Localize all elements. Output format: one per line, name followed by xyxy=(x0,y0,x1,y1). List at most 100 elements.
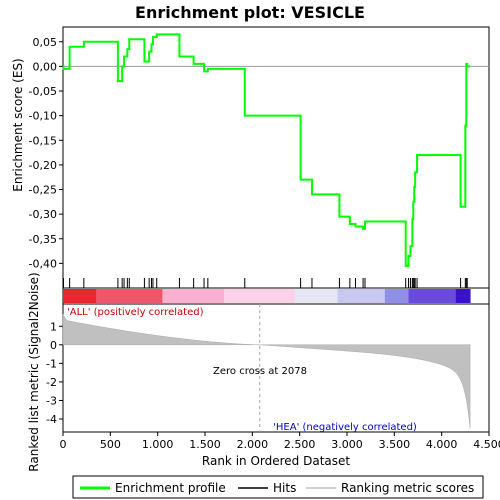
heat-strip-cell xyxy=(91,289,97,303)
heat-strip-cell xyxy=(370,289,376,303)
positive-label: 'ALL' (positively correlated) xyxy=(67,307,204,318)
heat-strip-cell xyxy=(408,289,414,303)
heat-strip-cell xyxy=(233,289,239,303)
negative-label: 'HEA' (negatively correlated) xyxy=(273,422,417,433)
legend-frame xyxy=(72,475,484,499)
heat-strip-cell xyxy=(403,289,410,303)
chart-title: Enrichment plot: VESICLE xyxy=(135,3,365,22)
x-tick-label: 1.500 xyxy=(189,438,221,451)
heat-strip-cell xyxy=(77,289,83,303)
heat-strip-cell xyxy=(266,289,272,303)
heat-strip-cell xyxy=(465,289,471,303)
heat-strip-cell xyxy=(361,289,367,303)
heat-strip-cell xyxy=(143,289,149,303)
heat-strip-cell xyxy=(195,289,201,303)
heat-strip-cell xyxy=(384,289,391,303)
heat-strip-cell xyxy=(418,289,424,303)
x-tick-label: 4.500 xyxy=(473,438,500,451)
x-tick-label: 1.000 xyxy=(142,438,174,451)
es-y-tick-label: 0,05 xyxy=(33,36,58,49)
enrichment-profile-line xyxy=(62,33,471,267)
metric-panel-frame xyxy=(62,303,490,433)
heat-strip-cell xyxy=(337,289,343,303)
heat-strip-cell xyxy=(252,289,258,303)
x-tick-label: 500 xyxy=(100,438,121,451)
heat-strip-cell xyxy=(436,289,443,303)
heat-strip-cell xyxy=(115,289,121,303)
heat-strip-cell xyxy=(138,289,144,303)
heat-strip-cell xyxy=(342,289,348,303)
heat-strip-cell xyxy=(332,289,339,303)
heat-strip-cell xyxy=(460,289,466,303)
heat-strip-cell xyxy=(318,289,324,303)
heat-strip-cell xyxy=(100,289,107,303)
x-tick-label: 2.500 xyxy=(284,438,316,451)
zero-cross-label: Zero cross at 2078 xyxy=(213,366,307,377)
heat-strip-cell xyxy=(67,289,73,303)
heat-strip-cell xyxy=(451,289,457,303)
heat-strip-cell xyxy=(105,289,111,303)
metric-y-tick-label: -4 xyxy=(46,413,57,426)
heat-strip-cell xyxy=(171,289,178,303)
heat-strip-cell xyxy=(441,289,447,303)
legend-hits-label: Hits xyxy=(273,481,296,495)
heat-strip-cell xyxy=(205,289,211,303)
metric-y-tick-label: 0 xyxy=(50,339,57,352)
x-tick-label: 3.000 xyxy=(331,438,363,451)
heat-strip-cell xyxy=(148,289,154,303)
legend-ranking-label: Ranking metric scores xyxy=(341,481,474,495)
heat-strip-cell xyxy=(309,289,315,303)
metric-y-tick-label: -2 xyxy=(46,376,57,389)
es-axis-label: Enrichment score (ES) xyxy=(11,58,25,191)
heat-strip-cell xyxy=(219,289,225,303)
heat-strip-cell xyxy=(347,289,353,303)
heat-strip-cell xyxy=(190,289,197,303)
heat-strip-cell xyxy=(162,289,168,303)
heat-strip-cell xyxy=(294,289,301,303)
heat-strip-cell xyxy=(323,289,329,303)
heat-strip-cell xyxy=(380,289,386,303)
heat-strip-cell xyxy=(214,289,220,303)
es-y-tick-label: -0,25 xyxy=(29,184,57,197)
heat-strip-cell xyxy=(63,289,69,303)
metric-y-tick-label: 1 xyxy=(50,320,57,333)
heat-strip-cell xyxy=(285,289,291,303)
heat-strip-cell xyxy=(280,289,286,303)
heat-strip-cell xyxy=(119,289,126,303)
heat-strip-cell xyxy=(304,289,310,303)
heat-strip-cell xyxy=(290,289,296,303)
heat-strip-cell xyxy=(351,289,357,303)
legend: Enrichment profile Hits Ranking metric s… xyxy=(72,475,484,499)
x-axis: 0 500 1.000 1.500 2.000 2.500 3.000 3.500 4.000 4… xyxy=(60,432,500,451)
legend-enrichment-label: Enrichment profile xyxy=(115,481,226,495)
ranking-metric-area xyxy=(62,313,471,429)
heat-strip-cell xyxy=(86,289,92,303)
heat-strip-cell xyxy=(134,289,140,303)
heat-strip-cell xyxy=(389,289,395,303)
heat-strip-cell xyxy=(299,289,305,303)
x-tick-label: 3.500 xyxy=(379,438,411,451)
metric-axis-label: Ranked list metric (Signal2Noise) xyxy=(27,272,41,471)
x-tick-label: 4.000 xyxy=(426,438,458,451)
heat-strip-cell xyxy=(129,289,135,303)
es-y-tick-label: -0,10 xyxy=(29,110,57,123)
heat-strip-cell xyxy=(399,289,405,303)
es-y-tick-label: -0,20 xyxy=(29,159,57,172)
heat-strip-cell xyxy=(257,289,263,303)
heat-strip-cell xyxy=(181,289,187,303)
heat-strip-cell xyxy=(455,289,462,303)
x-tick-label: 0 xyxy=(60,438,67,451)
heat-strip-cell xyxy=(242,289,249,303)
heat-strip-cell xyxy=(427,289,433,303)
es-panel: 0,05 0,00 -0,05 -0,10 -0,15 -0,20 -0,25 -0,30 -0… xyxy=(29,26,490,289)
es-y-tick-label: -0,40 xyxy=(29,257,57,270)
metric-y-tick-label: -3 xyxy=(46,394,57,407)
heat-strip-cell xyxy=(432,289,438,303)
heat-strip-cell xyxy=(313,289,320,303)
es-y-tick-label: -0,05 xyxy=(29,85,57,98)
heat-strip-cell xyxy=(238,289,244,303)
heat-strip-cell xyxy=(72,289,78,303)
heat-strip-cell xyxy=(356,289,362,303)
metric-y-tick-label: -1 xyxy=(46,357,57,370)
